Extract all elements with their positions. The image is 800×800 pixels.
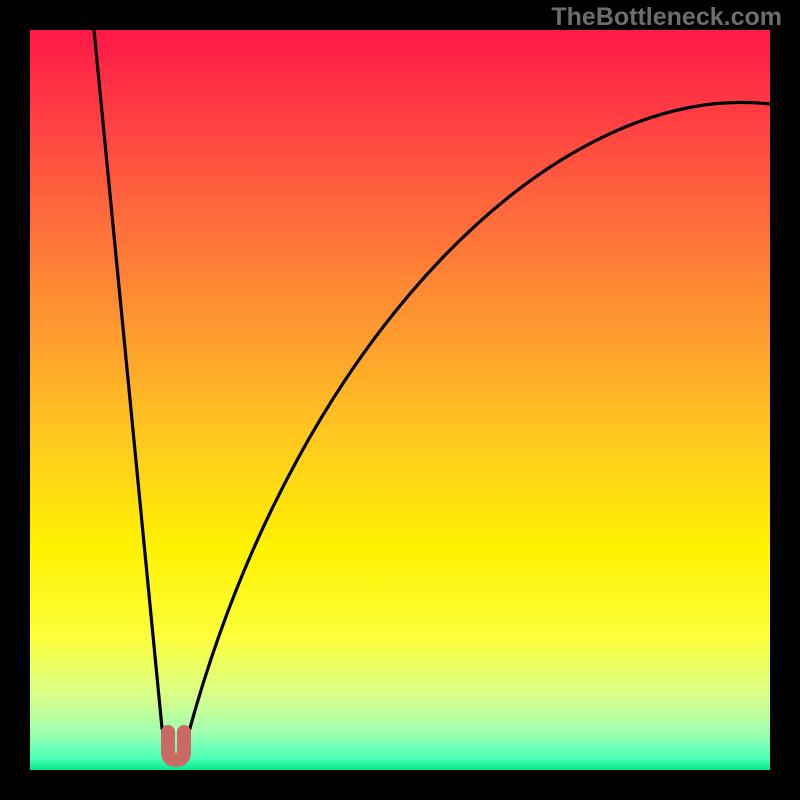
gradient-background xyxy=(30,30,770,770)
bottleneck-chart xyxy=(30,30,770,770)
watermark-text: TheBottleneck.com xyxy=(551,3,782,32)
